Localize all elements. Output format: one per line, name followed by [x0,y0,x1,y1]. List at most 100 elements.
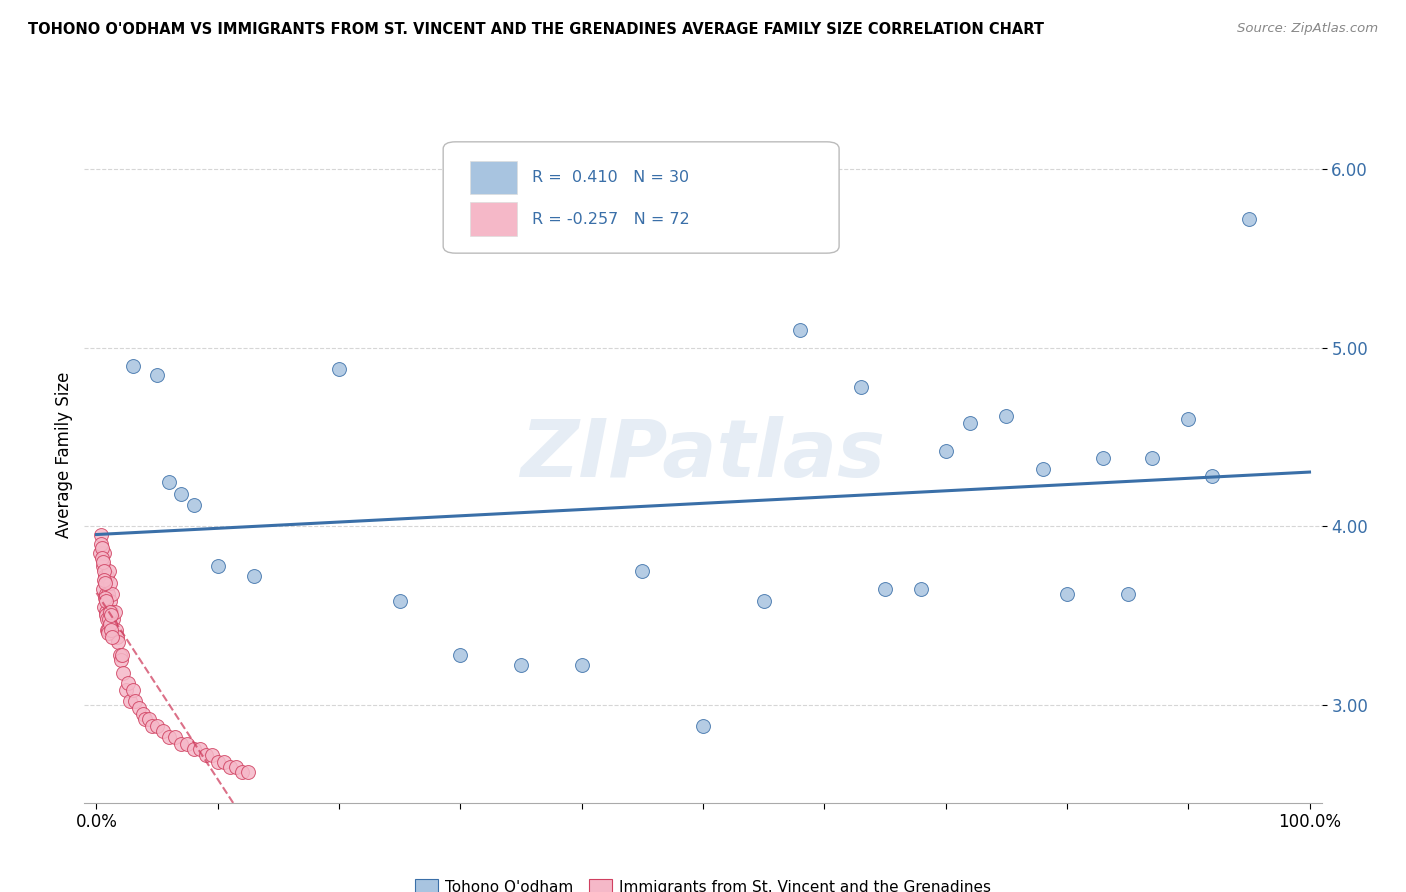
Text: R = -0.257   N = 72: R = -0.257 N = 72 [533,211,690,227]
Point [97,587,120,601]
Point [124,694,146,708]
Point [117,676,139,690]
Point [194,747,217,762]
Point [959,416,981,430]
Point [1177,412,1199,426]
Point [122,359,145,373]
Point [108,648,131,662]
Point [236,765,259,780]
Point [100,623,122,637]
Point [94,594,117,608]
Point [134,712,156,726]
Point [91,555,114,569]
Point [97,626,120,640]
Point [1201,469,1223,483]
Point [98,605,121,619]
Point [752,594,775,608]
Point [93,546,115,560]
Point [225,760,247,774]
Text: R =  0.410   N = 30: R = 0.410 N = 30 [533,169,689,185]
Point [1237,212,1260,227]
Point [128,701,150,715]
Point [131,706,153,721]
Point [176,737,198,751]
Point [170,737,193,751]
Point [97,612,120,626]
Point [157,475,180,489]
Point [449,648,471,662]
Point [114,683,136,698]
Point [231,765,253,780]
Point [935,444,957,458]
Point [100,605,122,619]
Point [849,380,872,394]
Point [100,594,122,608]
FancyBboxPatch shape [471,161,517,194]
Point [201,747,224,762]
Point [188,742,211,756]
Point [571,658,593,673]
Point [152,724,174,739]
Point [90,537,112,551]
Point [98,576,121,591]
Point [96,608,118,623]
Point [120,694,142,708]
Point [98,617,121,632]
Point [146,719,169,733]
Point [96,569,118,583]
Point [219,760,242,774]
Point [122,683,145,698]
Point [207,558,229,573]
Point [89,546,111,560]
Point [1092,451,1115,466]
Point [101,587,124,601]
Point [141,719,163,733]
Point [183,498,205,512]
Point [910,582,932,596]
Point [104,605,127,619]
Point [91,582,114,596]
Point [96,612,118,626]
FancyBboxPatch shape [443,142,839,253]
FancyBboxPatch shape [471,202,517,235]
Point [510,658,533,673]
Point [107,635,129,649]
Point [110,653,132,667]
Point [157,730,180,744]
Point [91,558,114,573]
Point [96,605,118,619]
Point [111,648,134,662]
Point [207,755,229,769]
Point [93,573,115,587]
Point [995,409,1018,423]
Point [91,551,114,566]
Point [1056,587,1078,601]
Point [183,742,205,756]
Point [103,612,125,626]
Point [94,591,117,605]
Point [94,569,117,583]
Point [873,582,896,596]
Point [631,564,654,578]
Point [1032,462,1054,476]
Point [328,362,350,376]
Legend: Tohono O'odham, Immigrants from St. Vincent and the Grenadines: Tohono O'odham, Immigrants from St. Vinc… [409,873,997,892]
Text: TOHONO O'ODHAM VS IMMIGRANTS FROM ST. VINCENT AND THE GRENADINES AVERAGE FAMILY : TOHONO O'ODHAM VS IMMIGRANTS FROM ST. VI… [28,22,1045,37]
Point [96,623,118,637]
Point [98,564,121,578]
Point [1140,451,1163,466]
Point [243,569,266,583]
Point [94,587,117,601]
Y-axis label: Average Family Size: Average Family Size [55,372,73,538]
Point [1116,587,1139,601]
Text: Source: ZipAtlas.com: Source: ZipAtlas.com [1237,22,1378,36]
Point [146,368,169,382]
Text: ZIPatlas: ZIPatlas [520,416,886,494]
Point [789,323,811,337]
Point [112,665,135,680]
Point [93,576,115,591]
Point [100,608,122,623]
Point [90,541,112,555]
Point [93,564,115,578]
Point [93,599,115,614]
